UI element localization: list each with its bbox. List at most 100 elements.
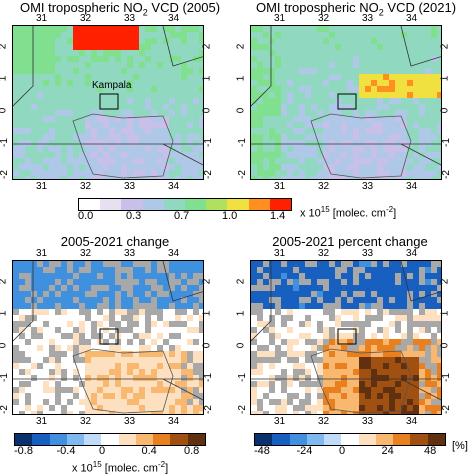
heatmap-cell — [163, 152, 169, 158]
heatmap-cell — [163, 279, 169, 285]
heatmap-cell — [187, 92, 193, 98]
heatmap-cell — [151, 333, 157, 339]
heatmap-cell — [413, 279, 419, 285]
heatmap-cell — [151, 116, 157, 122]
heatmap-cell — [115, 128, 121, 134]
heatmap-cell — [395, 333, 401, 339]
heatmap-cell — [127, 62, 133, 68]
heatmap-cell — [407, 104, 413, 110]
heatmap-cell — [263, 80, 269, 86]
heatmap-cell — [407, 327, 413, 333]
heatmap-cell — [193, 146, 199, 152]
heatmap-cell — [251, 285, 257, 291]
heatmap-cell — [67, 411, 73, 414]
heatmap-cell — [43, 375, 49, 381]
heatmap-cell — [413, 321, 419, 327]
heatmap-cell — [61, 315, 67, 321]
heatmap-cell — [371, 279, 377, 285]
heatmap-cell — [55, 369, 61, 375]
heatmap-cell — [269, 110, 275, 116]
heatmap-cell — [257, 309, 263, 315]
heatmap-cell — [109, 62, 115, 68]
heatmap-cell — [419, 164, 425, 170]
heatmap-cell — [85, 285, 91, 291]
heatmap-cell — [19, 345, 25, 351]
heatmap-cell — [425, 44, 431, 50]
heatmap-cell — [401, 116, 407, 122]
heatmap-cell — [389, 50, 395, 56]
heatmap-cell — [163, 291, 169, 297]
heatmap-cell — [103, 170, 109, 176]
heatmap-cell — [401, 339, 407, 345]
heatmap-cell — [193, 176, 199, 179]
heatmap-cell — [139, 176, 145, 179]
heatmap-cell — [365, 315, 371, 321]
heatmap-cell — [115, 321, 121, 327]
heatmap-cell — [157, 381, 163, 387]
heatmap-cell — [257, 158, 263, 164]
title-main: 2005-2021 percent change — [272, 234, 428, 249]
heatmap-cell — [163, 369, 169, 375]
heatmap-cell — [275, 393, 281, 399]
heatmap-cell — [31, 261, 37, 267]
heatmap-cell — [61, 86, 67, 92]
heatmap-cell — [19, 381, 25, 387]
heatmap-cell — [269, 44, 275, 50]
heatmap-cell — [97, 86, 103, 92]
title-sub: 2 — [378, 7, 384, 18]
heatmap-cell — [431, 80, 437, 86]
colorbar-tick-label: -0.8 — [14, 445, 33, 457]
heatmap-cell — [181, 273, 187, 279]
heatmap-cell — [437, 80, 441, 86]
heatmap-cell — [257, 164, 263, 170]
heatmap-cell — [43, 122, 49, 128]
heatmap-cell — [359, 86, 365, 92]
heatmap-cell — [263, 122, 269, 128]
heatmap-cell — [73, 158, 79, 164]
heatmap-cell — [61, 110, 67, 116]
heatmap-cell — [25, 393, 31, 399]
heatmap-cell — [299, 110, 305, 116]
heatmap-cell — [437, 68, 441, 74]
heatmap-cell — [329, 363, 335, 369]
heatmap-cell — [437, 351, 441, 357]
heatmap-cell — [85, 134, 91, 140]
heatmap-cell — [79, 140, 85, 146]
heatmap-cell — [281, 315, 287, 321]
heatmap-cell — [91, 351, 97, 357]
heatmap-cell — [311, 297, 317, 303]
heatmap-cell — [359, 363, 365, 369]
heatmap-cell — [353, 279, 359, 285]
heatmap-cell — [49, 363, 55, 369]
heatmap-cell — [67, 56, 73, 62]
heatmap-cell — [139, 74, 145, 80]
heatmap-cell — [79, 357, 85, 363]
heatmap-cell — [281, 339, 287, 345]
heatmap-cell — [13, 363, 19, 369]
heatmap-cell — [275, 128, 281, 134]
heatmap-cell — [347, 351, 353, 357]
heatmap-cell — [347, 309, 353, 315]
heatmap-cell — [115, 381, 121, 387]
heatmap-cell — [413, 399, 419, 405]
heatmap-cell — [169, 393, 175, 399]
heatmap-cell — [91, 399, 97, 405]
heatmap-cell — [257, 134, 263, 140]
heatmap-cell — [145, 399, 151, 405]
heatmap-cell — [91, 345, 97, 351]
heatmap-cell — [181, 279, 187, 285]
heatmap-cell — [97, 357, 103, 363]
heatmap-cell — [419, 176, 425, 179]
heatmap-cell — [61, 68, 67, 74]
heatmap-cell — [163, 110, 169, 116]
heatmap-cell — [347, 297, 353, 303]
heatmap-cell — [413, 381, 419, 387]
heatmap-cell — [19, 146, 25, 152]
heatmap-cell — [109, 50, 115, 56]
heatmap-cell — [175, 110, 181, 116]
heatmap-cell — [275, 285, 281, 291]
heatmap-cell — [347, 50, 353, 56]
heatmap-cell — [181, 339, 187, 345]
heatmap-cell — [383, 393, 389, 399]
heatmap-cell — [97, 32, 103, 38]
